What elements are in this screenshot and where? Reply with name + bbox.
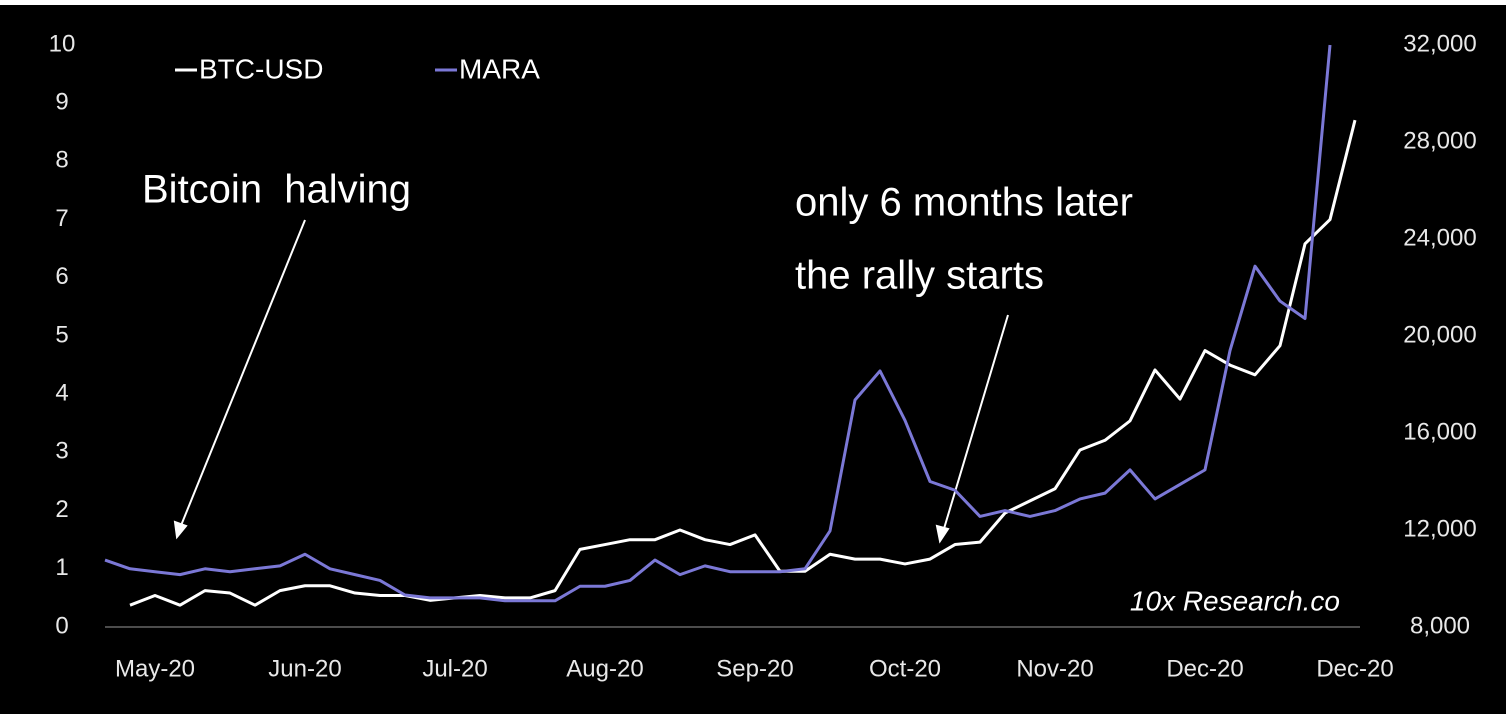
y-tick-label: 7: [55, 205, 68, 232]
annotation: the rally starts: [795, 254, 1044, 298]
y-tick-label: 5: [55, 321, 68, 348]
arrow: [942, 314, 1009, 533]
annotation: only 6 months later: [795, 181, 1133, 225]
top-strip: [0, 0, 1506, 5]
x-tick-label: Jun-20: [268, 655, 341, 682]
x-tick-label: Nov-20: [1016, 655, 1093, 682]
arrows: [173, 219, 1009, 544]
series-line: [129, 119, 1357, 607]
y2-tick-label: 12,000: [1403, 515, 1476, 542]
annotation: Bitcoin halving: [142, 168, 411, 212]
y-tick-label: 10: [49, 30, 76, 57]
x-tick-label: Oct-20: [869, 655, 941, 682]
y2-tick-label: 32,000: [1403, 30, 1476, 57]
x-tick-label: Aug-20: [566, 655, 643, 682]
arrow-head: [935, 524, 950, 544]
series-line: [104, 44, 1332, 603]
x-tick-label: Sep-20: [716, 655, 793, 682]
y2-tick-label: 16,000: [1403, 418, 1476, 445]
y-tick-label: 1: [55, 554, 68, 581]
y-tick-label: 4: [55, 380, 68, 407]
x-tick-label: Jul-20: [422, 655, 487, 682]
x-tick-label: Dec-20: [1166, 655, 1243, 682]
y2-tick-label: 8,000: [1410, 612, 1470, 639]
arrow-head: [173, 520, 188, 540]
watermark: 10x Research.co: [1130, 585, 1340, 616]
y2-tick-label: 28,000: [1403, 127, 1476, 154]
x-tick-label: Dec-20: [1316, 655, 1393, 682]
legend-label: BTC-USD: [199, 53, 323, 84]
y-tick-label: 8: [55, 147, 68, 174]
y-tick-label: 9: [55, 89, 68, 116]
y2-tick-label: 20,000: [1403, 321, 1476, 348]
legend-label: MARA: [459, 53, 540, 84]
y-tick-label: 0: [55, 612, 68, 639]
x-tick-label: May-20: [115, 655, 195, 682]
y2-tick-label: 24,000: [1403, 224, 1476, 251]
arrow: [179, 219, 306, 529]
y-tick-label: 3: [55, 438, 68, 465]
y-tick-label: 2: [55, 496, 68, 523]
y-tick-label: 6: [55, 263, 68, 290]
